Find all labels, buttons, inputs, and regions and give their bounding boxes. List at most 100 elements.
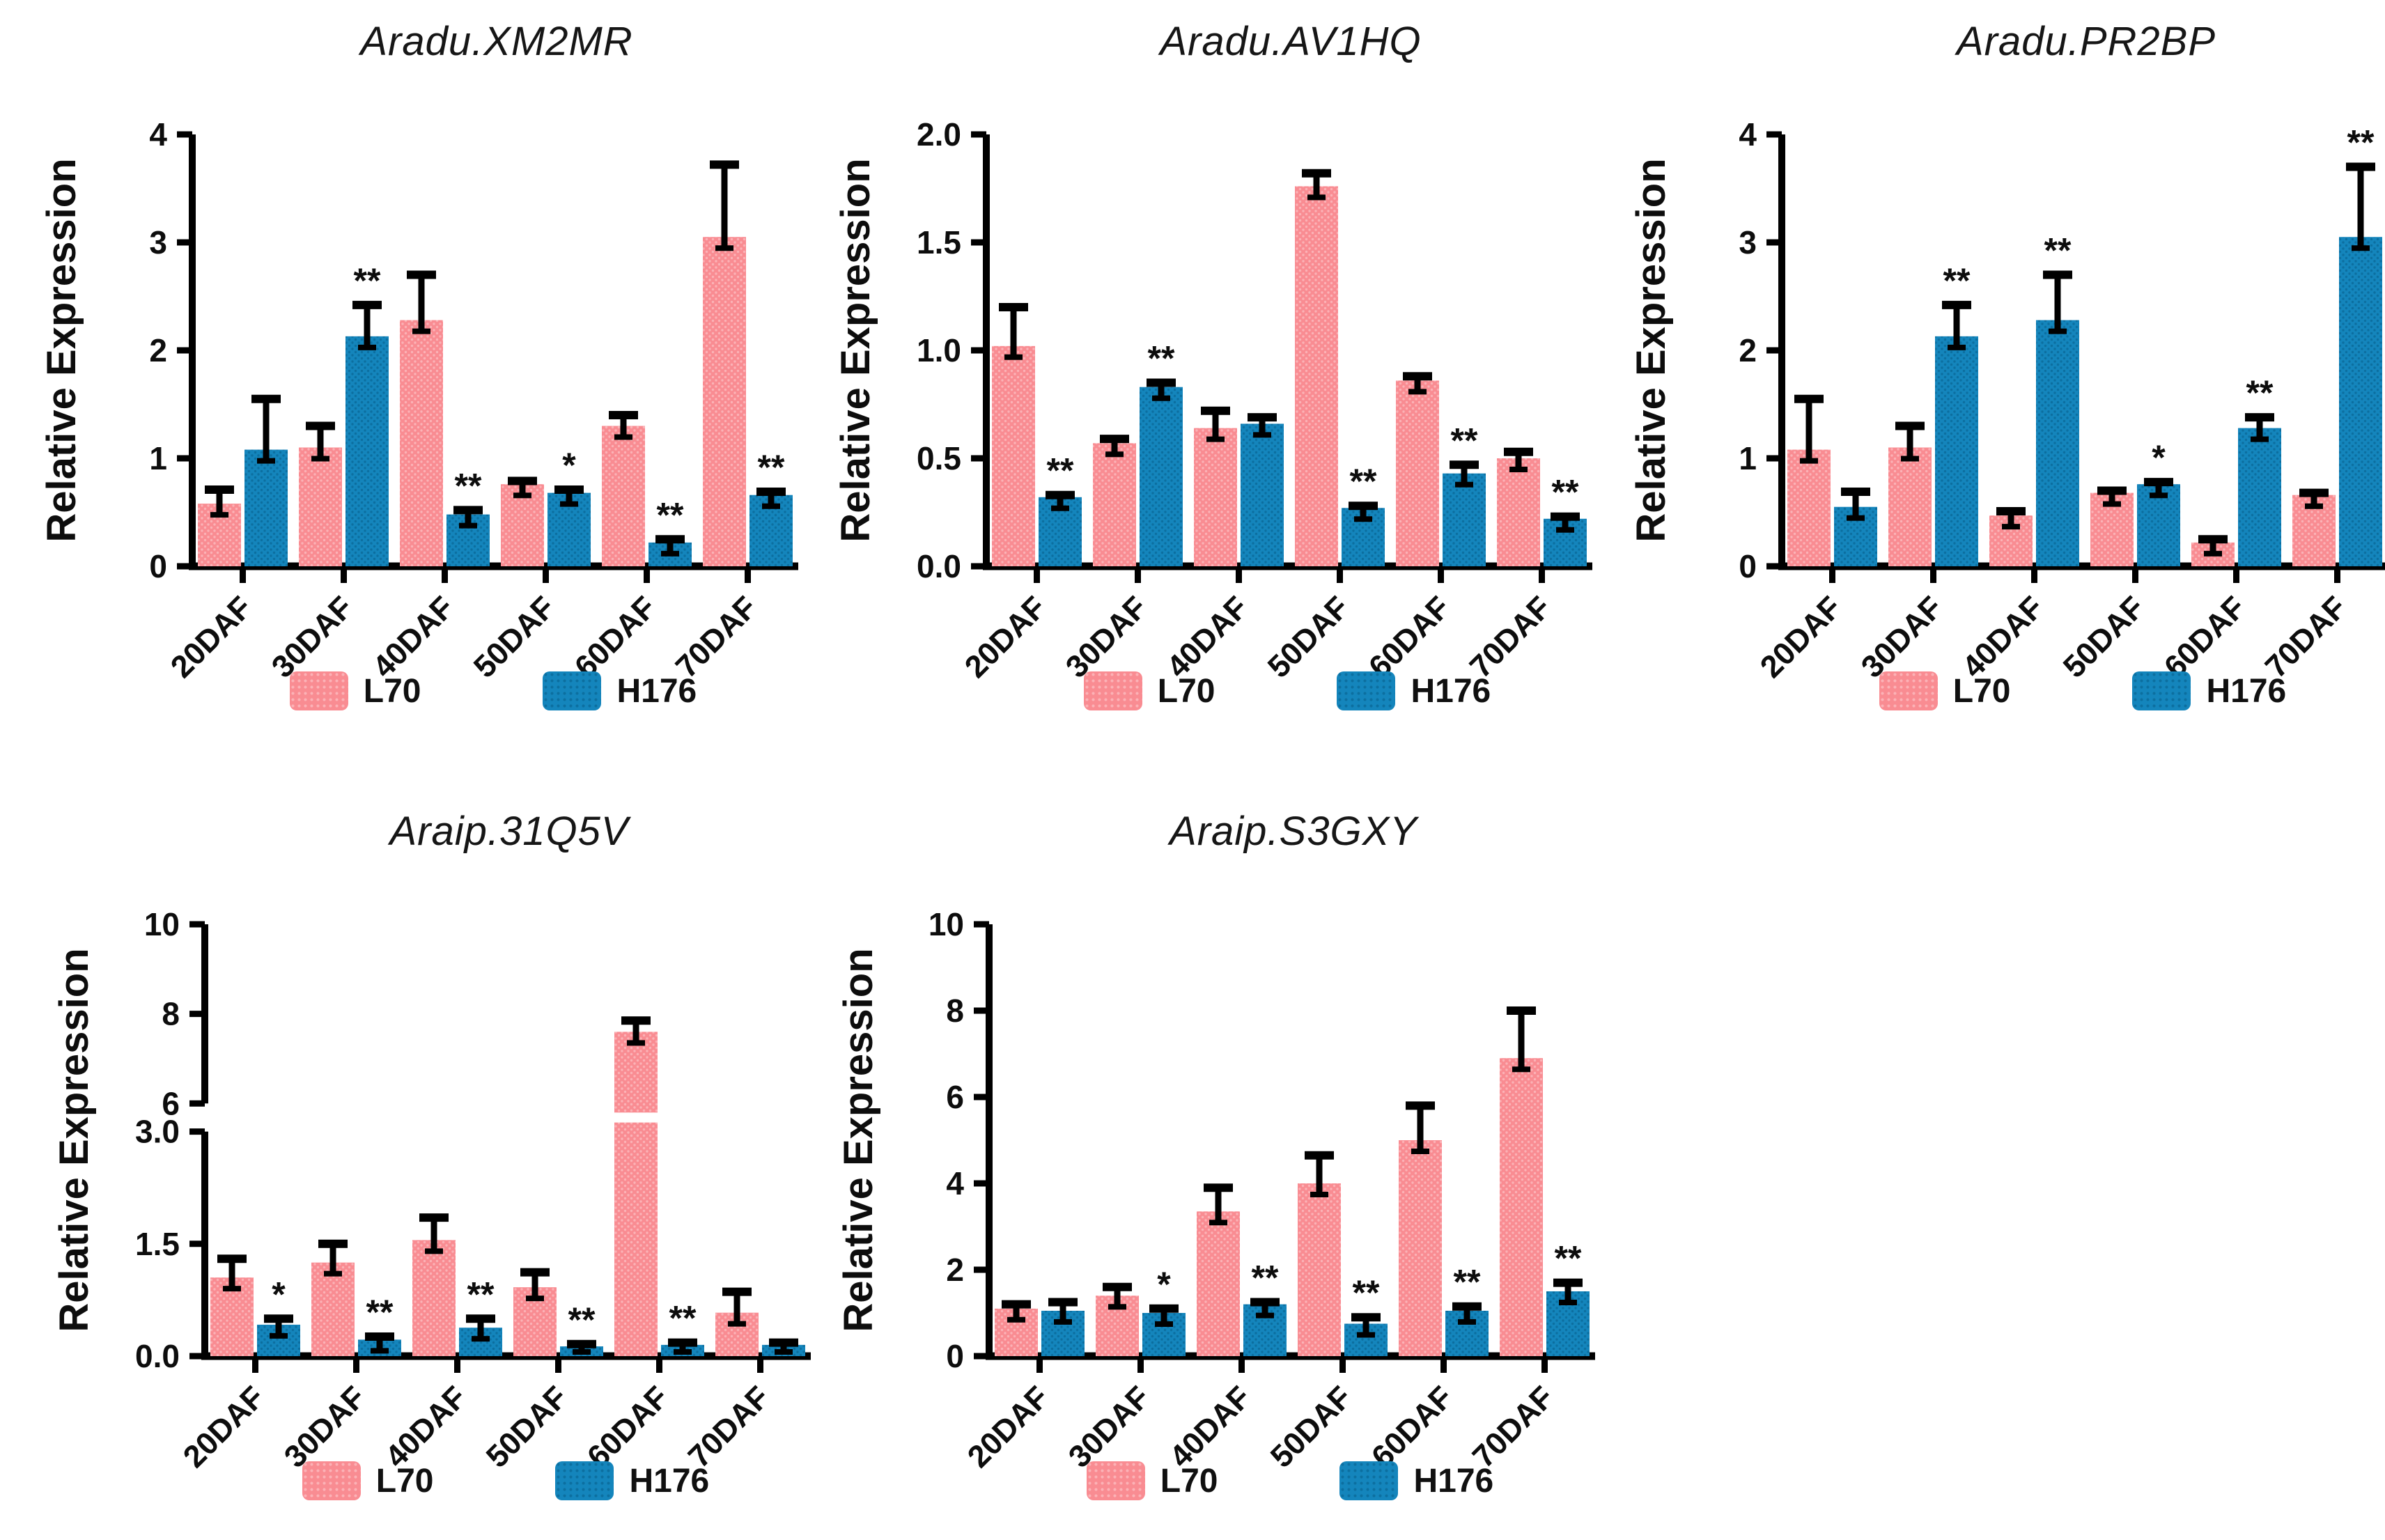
- x-tick-label: 60DAF: [1365, 1379, 1460, 1475]
- x-tick-label: 30DAF: [1854, 589, 1950, 685]
- bar: [1140, 387, 1183, 566]
- y-tick-label: 1: [149, 440, 167, 476]
- bar: [2036, 320, 2079, 566]
- y-tick-label: 0: [946, 1338, 964, 1374]
- x-tick-label: 20DAF: [961, 1379, 1056, 1475]
- legend-entry-h176: H176: [543, 671, 697, 710]
- chart-panel-aradu-av1hq: Aradu.AV1HQ 0.0 0.5 1.0 1.5 2.0 Relative Expr…: [834, 15, 1601, 710]
- y-tick-label: 8: [946, 993, 964, 1029]
- bar: [1500, 1058, 1543, 1356]
- legend-label-l70: L70: [375, 1462, 434, 1500]
- y-tick-label: 10: [144, 906, 180, 942]
- chart-title: Aradu.XM2MR: [360, 19, 633, 64]
- x-tick-label: 20DAF: [164, 589, 259, 685]
- significance-marker: **: [467, 1275, 495, 1314]
- x-tick-label: 40DAF: [1160, 589, 1255, 685]
- y-tick-label: 3.0: [135, 1114, 180, 1150]
- bar: [1399, 1140, 1442, 1356]
- x-tick-label: 50DAF: [479, 1379, 575, 1475]
- bar: [992, 345, 1035, 566]
- x-tick-label: 70DAF: [1466, 1379, 1561, 1475]
- x-tick-label: 20DAF: [958, 589, 1053, 685]
- bar: [299, 447, 342, 566]
- significance-marker: **: [1350, 462, 1377, 501]
- bar-plot: 0 2 4 6 8 10 Relative Expression 20DAF 30DAF * 40D…: [837, 906, 1595, 1475]
- bar: [1396, 380, 1439, 566]
- y-axis-title: Relative Expression: [834, 158, 878, 542]
- y-tick-label: 4: [149, 116, 167, 153]
- legend-label-h176: H176: [1411, 672, 1491, 710]
- y-tick-label: 3: [1739, 224, 1757, 260]
- y-tick-label: 2: [946, 1252, 964, 1288]
- bar: [412, 1240, 456, 1356]
- significance-marker: **: [2044, 231, 2072, 270]
- x-tick-label: 40DAF: [1163, 1379, 1258, 1475]
- legend-entry-l70: L70: [302, 1461, 434, 1500]
- x-tick-label: 40DAF: [378, 1379, 474, 1475]
- significance-marker: **: [758, 448, 785, 487]
- x-tick-label: 60DAF: [568, 589, 663, 685]
- bar: [2339, 237, 2382, 566]
- x-tick-label: 30DAF: [277, 1379, 373, 1475]
- legend-entry-h176: H176: [2132, 671, 2286, 710]
- significance-marker: **: [354, 261, 381, 300]
- bar: [1298, 1183, 1341, 1356]
- bar: [1295, 186, 1338, 566]
- significance-marker: **: [1454, 1263, 1481, 1302]
- chart-panel-aradu-pr2bp: Aradu.PR2BP 0 1 2 3 4 Relative Expression 20DA…: [1630, 15, 2385, 710]
- legend-swatch-h176: [1339, 1461, 1399, 1500]
- y-tick-label: 2.0: [917, 116, 961, 153]
- significance-marker: **: [568, 1300, 596, 1339]
- legend-label-l70: L70: [1157, 672, 1215, 710]
- y-tick-label: 0: [1739, 548, 1757, 584]
- chart-legend: L70 H176: [834, 671, 1601, 710]
- x-tick-label: 40DAF: [366, 589, 461, 685]
- chart-legend: L70 H176: [40, 671, 807, 710]
- bar: [602, 426, 645, 566]
- significance-marker: **: [1555, 1239, 1582, 1278]
- bar-plot: 0.0 0.5 1.0 1.5 2.0 Relative Expression 20DAF *…: [834, 116, 1592, 685]
- chart-title: Araip.S3GXY: [1170, 809, 1417, 854]
- y-tick-label: 1.5: [135, 1226, 180, 1262]
- x-tick-label: 70DAF: [2258, 589, 2354, 685]
- legend-label-h176: H176: [1413, 1462, 1494, 1500]
- legend-entry-l70: L70: [1879, 671, 2010, 710]
- x-tick-label: 70DAF: [681, 1379, 777, 1475]
- x-tick-label: 30DAF: [1062, 1379, 1157, 1475]
- y-axis-title: Relative Expression: [40, 158, 84, 542]
- significance-marker: **: [366, 1293, 394, 1332]
- significance-marker: **: [1943, 261, 1971, 300]
- bar: [1241, 423, 1284, 566]
- bar-plot: 6 8 10 0.0 1.5 3.0 Relative Expression 20DAF * 30…: [53, 906, 811, 1475]
- x-tick-label: 70DAF: [1463, 589, 1558, 685]
- chart-title: Aradu.AV1HQ: [1160, 19, 1422, 64]
- y-tick-label: 8: [162, 996, 180, 1032]
- x-tick-label: 20DAF: [176, 1379, 272, 1475]
- legend-entry-h176: H176: [1339, 1461, 1493, 1500]
- legend-entry-l70: L70: [289, 671, 421, 710]
- y-tick-label: 1.5: [917, 224, 961, 260]
- legend-swatch-l70: [289, 671, 348, 710]
- legend-swatch-h176: [543, 671, 602, 710]
- bar: [703, 237, 746, 566]
- x-tick-label: 50DAF: [2056, 589, 2152, 685]
- legend-entry-h176: H176: [1337, 671, 1491, 710]
- significance-marker: *: [2152, 438, 2166, 477]
- significance-marker: **: [1353, 1273, 1380, 1312]
- legend-swatch-h176: [555, 1461, 614, 1500]
- x-tick-label: 50DAF: [467, 589, 562, 685]
- x-tick-label: 50DAF: [1261, 589, 1356, 685]
- y-tick-label: 2: [149, 332, 167, 368]
- significance-marker: *: [562, 446, 576, 485]
- y-tick-label: 0.0: [917, 548, 961, 584]
- legend-swatch-h176: [2132, 671, 2191, 710]
- chart-legend: L70 H176: [53, 1461, 819, 1500]
- bar: [400, 320, 443, 566]
- legend-swatch-l70: [1086, 1461, 1145, 1500]
- bar: [1787, 449, 1831, 566]
- x-tick-label: 20DAF: [1753, 589, 1849, 685]
- significance-marker: **: [2347, 123, 2375, 162]
- y-tick-label: 3: [149, 224, 167, 260]
- legend-label-h176: H176: [629, 1462, 710, 1500]
- bar: [2238, 428, 2281, 566]
